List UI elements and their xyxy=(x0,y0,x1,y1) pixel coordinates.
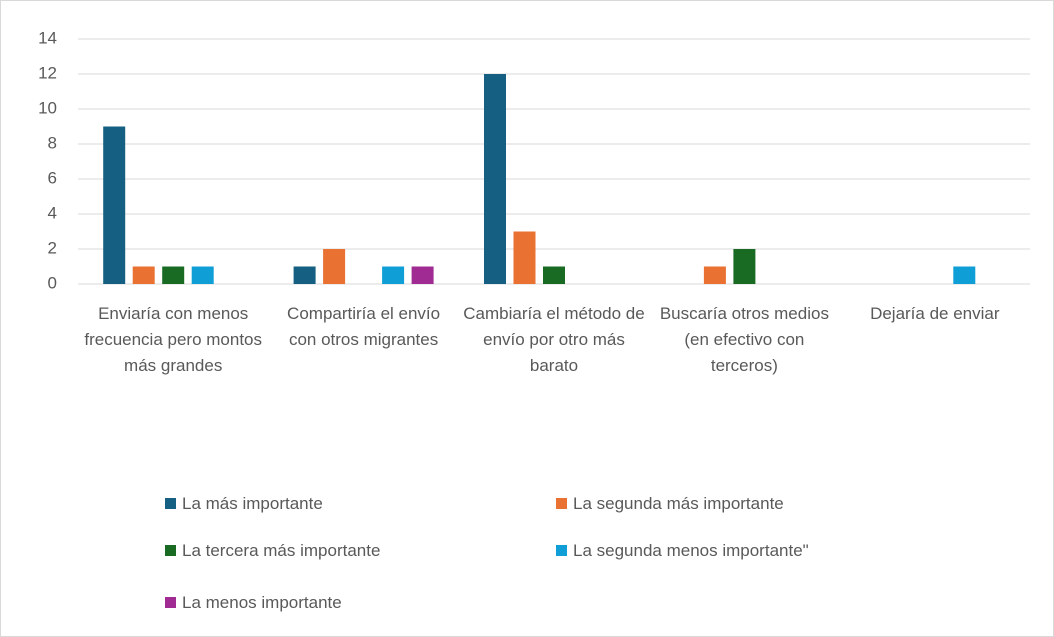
y-tick-label: 14 xyxy=(38,28,57,47)
legend-swatch xyxy=(165,597,176,608)
x-tick-label: Cambiaría el método de envío por otro má… xyxy=(463,304,645,375)
bar xyxy=(293,266,316,284)
legend-swatch xyxy=(165,545,176,556)
bar xyxy=(513,231,536,284)
bar xyxy=(543,266,565,284)
x-tick-label: Enviaría con menos frecuencia pero monto… xyxy=(84,304,263,375)
legend-label: La tercera más importante xyxy=(182,541,381,560)
y-tick-label: 8 xyxy=(48,133,57,152)
bar xyxy=(103,126,126,284)
bar xyxy=(733,249,756,284)
y-tick-label: 0 xyxy=(48,273,57,292)
legend-item: La segunda más importante xyxy=(556,494,784,514)
legend-swatch xyxy=(556,498,567,509)
legend-item: La menos importante xyxy=(165,593,342,613)
bar xyxy=(323,249,346,284)
bar xyxy=(703,266,726,284)
x-tick-label: Compartiría el envío con otros migrantes xyxy=(287,304,441,349)
legend-label: La menos importante xyxy=(182,593,342,612)
legend-label: La segunda más importante xyxy=(573,494,784,513)
y-tick-label: 10 xyxy=(38,98,57,117)
y-tick-label: 4 xyxy=(48,203,57,222)
bar xyxy=(162,266,185,284)
legend-swatch xyxy=(165,498,176,509)
bar xyxy=(953,266,976,284)
legend-label: La más importante xyxy=(182,494,323,513)
x-tick-label: Dejaría de enviar xyxy=(870,304,1000,323)
y-tick-label: 12 xyxy=(38,63,57,82)
bar xyxy=(132,266,155,284)
bar xyxy=(484,74,506,284)
y-tick-label: 2 xyxy=(48,238,57,257)
bar xyxy=(382,266,405,284)
legend-item: La tercera más importante xyxy=(165,541,380,561)
x-tick-label: Buscaría otros medios (en efectivo con t… xyxy=(659,304,829,375)
legend-swatch xyxy=(556,545,567,556)
y-tick-label: 6 xyxy=(48,168,57,187)
legend-label: La segunda menos importante" xyxy=(573,541,809,560)
bar xyxy=(411,266,434,284)
legend-item: La más importante xyxy=(165,494,323,514)
legend-item: La segunda menos importante" xyxy=(556,541,809,561)
bar xyxy=(191,266,214,284)
